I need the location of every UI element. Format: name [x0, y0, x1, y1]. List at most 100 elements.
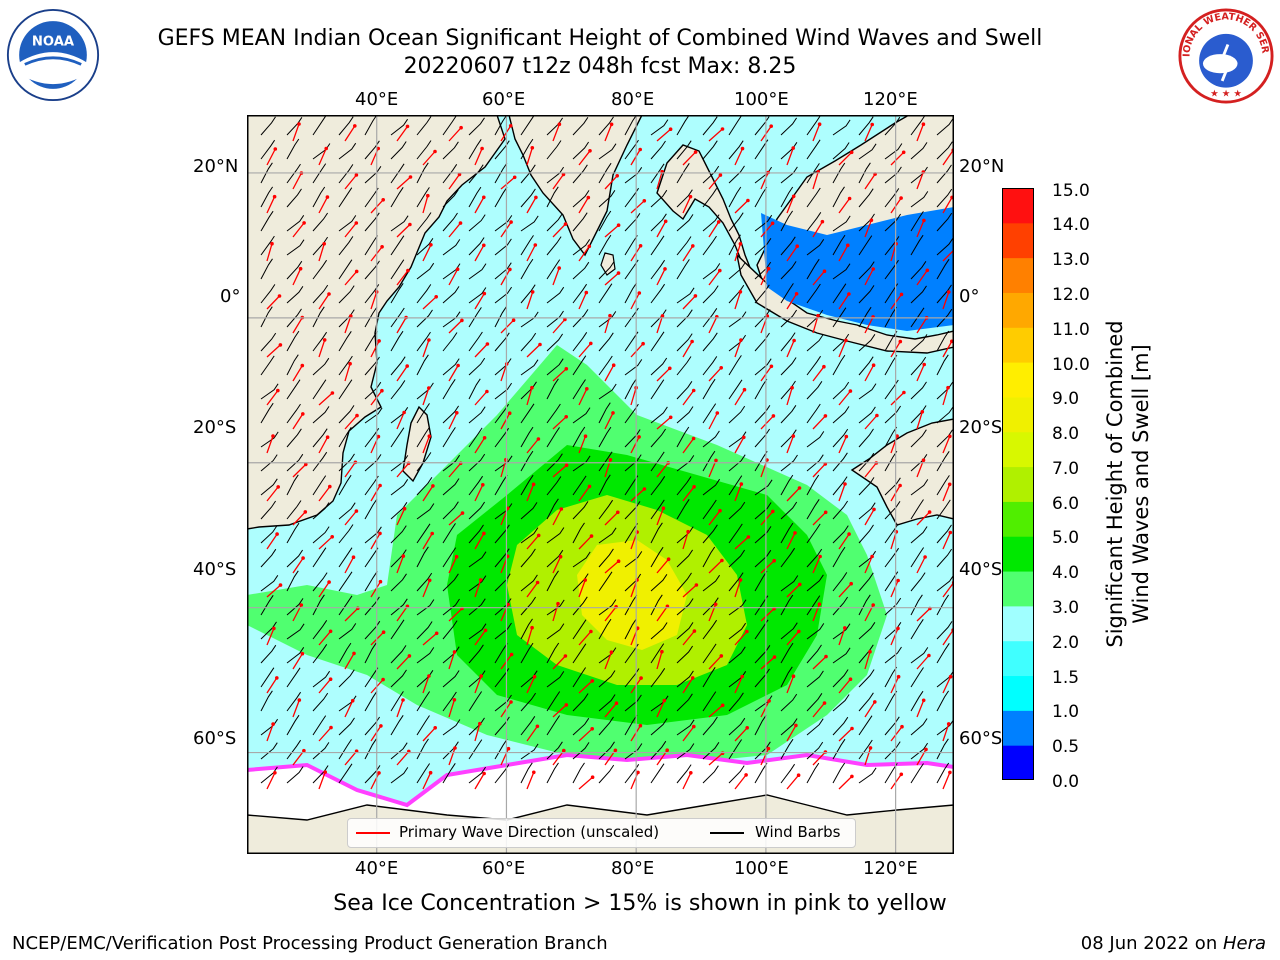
- wind-barb: [286, 428, 302, 448]
- wave-direction-arrow: [396, 412, 405, 430]
- wind-barb: [442, 547, 457, 568]
- wind-barb: [494, 140, 510, 160]
- wave-arrow-head: [589, 534, 594, 538]
- wind-barb: [676, 549, 694, 568]
- wave-direction-arrow: [422, 296, 437, 310]
- wave-arrow-head: [899, 772, 904, 777]
- wave-direction-arrow: [526, 438, 539, 454]
- wave-direction-arrow: [344, 461, 356, 478]
- wave-arrow-head: [817, 602, 822, 606]
- wave-direction-arrow: [552, 704, 567, 718]
- wave-direction-arrow: [292, 463, 307, 478]
- wind-barb: [702, 478, 721, 496]
- wind-barb: [260, 644, 277, 664]
- wind-barb: [546, 310, 564, 328]
- wave-direction-arrow: [656, 558, 670, 574]
- wind-barb: [364, 284, 380, 304]
- wave-direction-arrow: [864, 701, 876, 718]
- wind-barb: [364, 716, 381, 736]
- wave-direction-arrow: [396, 462, 410, 478]
- wind-barb: [286, 714, 300, 736]
- wave-arrow-head: [275, 532, 279, 536]
- wave-arrow-head: [508, 124, 513, 128]
- wind-barb: [416, 477, 433, 496]
- wind-barb: [546, 642, 560, 664]
- wave-direction-arrow: [734, 483, 742, 502]
- wind-barb: [806, 163, 820, 184]
- wave-direction-arrow: [812, 315, 819, 334]
- wind-barb: [286, 453, 304, 472]
- wind-barb: [572, 693, 589, 712]
- wind-barb: [806, 115, 821, 136]
- wave-arrow-head: [452, 650, 457, 654]
- wave-direction-arrow: [318, 339, 326, 358]
- wave-arrow-head: [380, 245, 384, 249]
- wave-arrow-head: [584, 290, 589, 295]
- wind-barb: [780, 622, 798, 640]
- wave-direction-arrow: [266, 584, 281, 598]
- wind-barb: [364, 331, 378, 352]
- wind-barb: [416, 140, 432, 160]
- wind-barb: [364, 407, 383, 424]
- wind-barb: [338, 259, 353, 280]
- lat-tick-right-20S: 20°S: [959, 417, 1003, 438]
- wind-barb: [650, 259, 666, 280]
- wind-barb: [858, 502, 876, 520]
- wind-barb: [728, 523, 743, 544]
- wave-direction-arrow: [838, 436, 847, 454]
- wind-barb: [312, 115, 327, 136]
- map-panel[interactable]: [247, 115, 954, 854]
- wind-barb: [286, 138, 300, 160]
- wave-direction-arrow: [734, 536, 749, 550]
- wave-arrow-head: [616, 510, 620, 515]
- wind-barb: [806, 499, 820, 520]
- wind-barb: [650, 163, 665, 184]
- wave-arrow-head: [485, 389, 489, 394]
- wind-barb: [598, 474, 611, 496]
- wind-barb: [416, 738, 429, 760]
- colorbar-tick-8: 6.0: [1052, 494, 1080, 514]
- wave-direction-arrow: [656, 268, 666, 286]
- wind-barb: [780, 522, 794, 544]
- wind-barb: [832, 381, 850, 400]
- wave-arrow-head: [480, 146, 484, 151]
- wind-barb: [338, 502, 356, 520]
- wind-barb: [650, 213, 667, 232]
- wave-arrow-head: [608, 313, 612, 318]
- wind-barb: [728, 599, 747, 616]
- wind-barb: [884, 597, 902, 616]
- wave-arrow-head: [947, 290, 951, 294]
- wind-barb: [676, 719, 695, 736]
- wind-barb: [624, 378, 637, 400]
- wind-barb: [780, 332, 796, 352]
- wind-barb: [624, 187, 640, 208]
- wind-barb: [598, 402, 611, 424]
- wind-barb: [416, 715, 430, 736]
- wind-barb: [468, 139, 482, 160]
- wave-direction-arrow: [422, 727, 436, 742]
- wind-barb: [286, 549, 304, 568]
- wind-barb: [546, 623, 565, 640]
- wave-direction-arrow: [942, 436, 951, 454]
- wave-direction-arrow: [734, 243, 742, 262]
- wave-direction-arrow: [526, 627, 533, 646]
- lat-tick-right-40S: 40°S: [959, 559, 1003, 580]
- wave-direction-arrow: [552, 267, 560, 286]
- wave-direction-arrow: [656, 315, 664, 334]
- wind-barb: [598, 571, 613, 592]
- wind-barb: [910, 429, 927, 448]
- wind-barb: [546, 476, 562, 496]
- wind-barb: [494, 455, 513, 472]
- wave-direction-arrow: [916, 269, 928, 286]
- wave-arrow-head: [948, 530, 953, 535]
- wave-arrow-head: [822, 269, 827, 273]
- wave-direction-arrow: [292, 653, 303, 670]
- wave-direction-arrow: [682, 151, 697, 166]
- wind-barb: [832, 452, 848, 472]
- wind-barb: [260, 116, 276, 136]
- wind-barb: [702, 285, 719, 304]
- wind-barb: [650, 140, 666, 160]
- wind-barb: [832, 476, 848, 496]
- wind-barb: [364, 642, 377, 664]
- wind-barb: [936, 451, 950, 472]
